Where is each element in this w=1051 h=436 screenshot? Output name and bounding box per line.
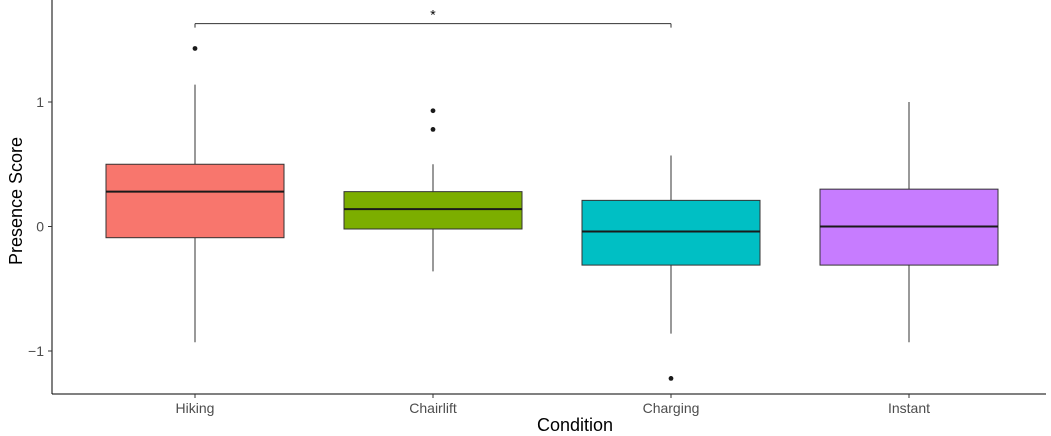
x-tick-label: Instant <box>888 400 930 416</box>
x-axis-title: Condition <box>537 415 613 435</box>
box-charging <box>581 155 761 381</box>
y-tick-label: −1 <box>28 343 44 359</box>
significance-label: * <box>430 7 436 23</box>
iqr-box <box>105 163 285 239</box>
box-instant <box>819 102 999 343</box>
box-hiking <box>105 46 285 343</box>
outlier-point <box>668 375 674 381</box>
plot-marks: * <box>105 7 999 381</box>
outlier-point <box>430 108 436 114</box>
x-tick-label: Charging <box>643 400 700 416</box>
y-tick-label: 1 <box>36 94 44 110</box>
y-axis-ticks: −1 0 1 <box>28 94 52 359</box>
box-chairlift <box>343 108 523 272</box>
significance-bracket: * <box>194 7 672 28</box>
outlier-point <box>430 126 436 132</box>
x-tick-label: Hiking <box>176 400 215 416</box>
iqr-box <box>581 199 761 266</box>
x-tick-label: Chairlift <box>409 400 457 416</box>
iqr-box <box>343 191 523 230</box>
y-axis-title: Presence Score <box>6 137 26 265</box>
y-tick-label: 0 <box>36 219 44 235</box>
outlier-point <box>192 46 198 51</box>
x-axis-ticks: Hiking Chairlift Charging Instant <box>176 394 930 416</box>
